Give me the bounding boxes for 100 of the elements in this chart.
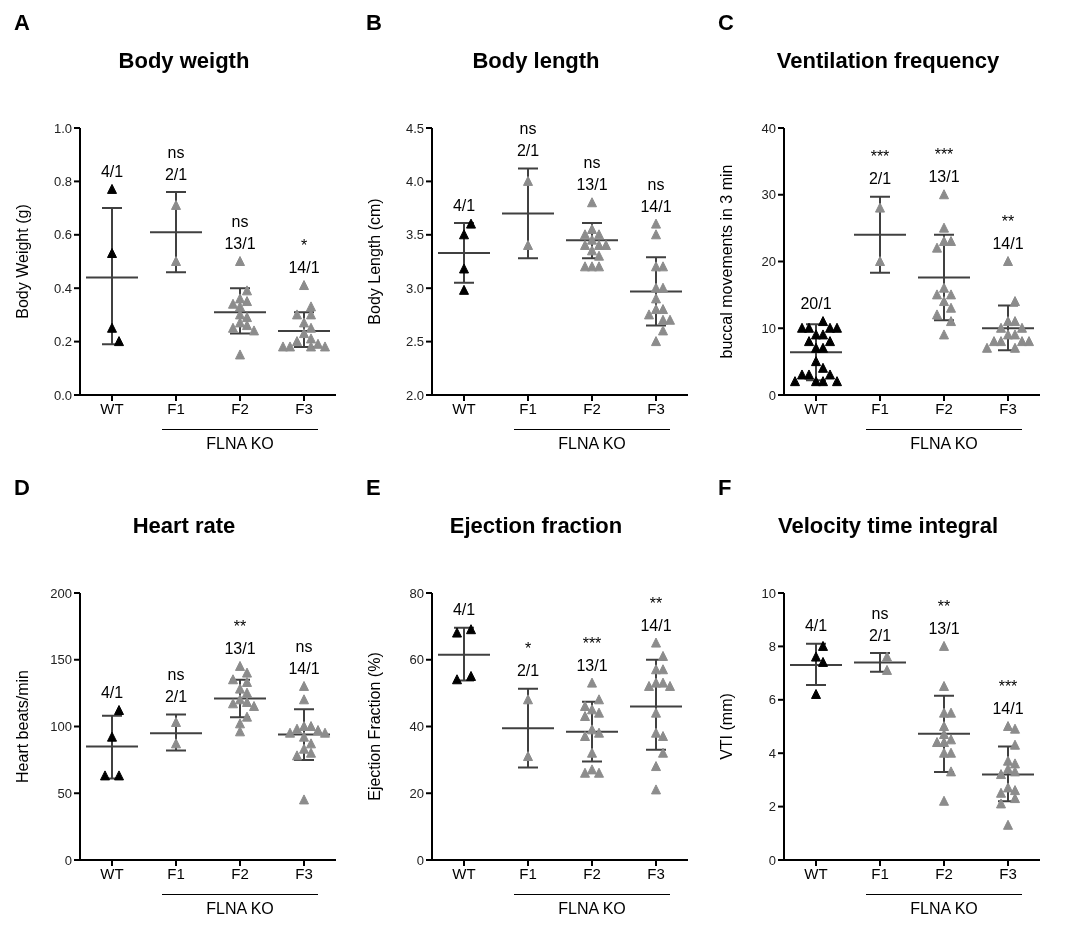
x-tick-label: F2 xyxy=(583,864,601,882)
x-tick-label: F3 xyxy=(647,864,665,882)
text: *** xyxy=(934,146,954,164)
text: * xyxy=(524,640,532,658)
data-label: 14/1 xyxy=(288,659,320,677)
y-tick-label: 0.2 xyxy=(53,334,72,350)
y-tick-label: 30 xyxy=(761,187,776,203)
x-axis-title: FLNA KO xyxy=(557,435,627,453)
data-label: 14/1 xyxy=(288,259,320,277)
y-tick-label: 20 xyxy=(761,254,776,270)
x-tick-label: F2 xyxy=(935,864,953,882)
data-label: 4/1 xyxy=(804,617,828,635)
text: *** xyxy=(870,148,890,166)
text: ** xyxy=(649,594,663,612)
y-axis-title: buccal movements in 3 min xyxy=(717,164,735,359)
x-tick-label: WT xyxy=(804,864,828,882)
y-tick-label: 100 xyxy=(50,719,72,735)
text: C xyxy=(718,10,734,36)
x-axis-title: FLNA KO xyxy=(205,900,275,918)
chart-title: Ventilation frequency xyxy=(775,48,1001,74)
text: * xyxy=(300,237,308,255)
text: F xyxy=(718,475,732,501)
data-label: 13/1 xyxy=(224,235,256,252)
y-tick-label: 0.0 xyxy=(53,387,72,403)
y-tick-label: 0.6 xyxy=(53,227,72,243)
y-tick-label: 80 xyxy=(409,585,424,601)
x-tick-label: F1 xyxy=(519,864,537,882)
data-label: 2/1 xyxy=(164,165,188,183)
x-tick-label: WT xyxy=(100,864,124,882)
text: E xyxy=(366,475,381,501)
y-tick-label: 200 xyxy=(50,585,72,601)
text: D xyxy=(14,475,30,501)
data-label: 13/1 xyxy=(576,656,608,674)
y-tick-label: 6 xyxy=(768,692,776,708)
data-label: 14/1 xyxy=(992,700,1024,717)
x-tick-label: F1 xyxy=(167,399,185,417)
x-tick-label: F2 xyxy=(231,399,249,417)
y-axis-title: Body Weight (g) xyxy=(13,204,31,319)
x-axis-title: FLNA KO xyxy=(205,435,275,453)
data-label: 4/1 xyxy=(452,601,476,619)
data-label: 14/1 xyxy=(992,235,1024,252)
data-label: 2/1 xyxy=(868,626,892,644)
text: ns xyxy=(167,143,185,161)
x-axis-title: FLNA KO xyxy=(909,900,979,918)
text: ns xyxy=(519,120,537,138)
y-tick-label: 4.5 xyxy=(405,120,424,136)
y-axis-title: VTI (mm) xyxy=(717,693,735,760)
y-tick-label: 0.8 xyxy=(53,174,72,190)
x-tick-label: F3 xyxy=(295,399,313,417)
chart-title: Heart rate xyxy=(131,513,237,539)
data-label: 2/1 xyxy=(868,170,892,188)
data-label: 13/1 xyxy=(224,639,256,657)
chart-title: Velocity time integral xyxy=(776,513,1000,539)
data-label: 2/1 xyxy=(516,662,540,680)
x-tick-label: F3 xyxy=(647,399,665,417)
chart-title: Body weigth xyxy=(117,48,251,74)
y-tick-label: 0 xyxy=(768,387,776,403)
x-axis-title: FLNA KO xyxy=(557,900,627,918)
data-label: 4/1 xyxy=(100,162,124,180)
x-tick-label: WT xyxy=(804,399,828,417)
y-tick-label: 3.5 xyxy=(405,227,424,243)
x-tick-label: WT xyxy=(452,864,476,882)
text: *** xyxy=(582,634,602,652)
text: ns xyxy=(583,154,601,172)
text: A xyxy=(14,10,30,36)
x-tick-label: F2 xyxy=(583,399,601,417)
data-label: 13/1 xyxy=(928,619,960,637)
text: ns xyxy=(167,665,185,683)
y-tick-label: 2.0 xyxy=(405,387,424,403)
y-tick-label: 8 xyxy=(768,639,776,655)
y-tick-label: 10 xyxy=(761,585,776,601)
text: ns xyxy=(871,604,889,622)
x-tick-label: F2 xyxy=(935,399,953,417)
y-tick-label: 40 xyxy=(409,719,424,735)
y-tick-label: 0 xyxy=(416,852,424,868)
text: ns xyxy=(231,213,249,230)
text: ns xyxy=(295,637,313,655)
y-tick-label: 0.4 xyxy=(53,280,72,296)
x-tick-label: WT xyxy=(100,399,124,417)
x-tick-label: F1 xyxy=(519,399,537,417)
y-tick-label: 50 xyxy=(57,785,72,801)
y-tick-label: 2 xyxy=(768,799,776,815)
data-label: 14/1 xyxy=(640,197,672,215)
x-axis-title: FLNA KO xyxy=(909,435,979,453)
data-label: 20/1 xyxy=(800,295,832,313)
x-tick-label: F1 xyxy=(167,864,185,882)
text: *** xyxy=(998,678,1018,695)
text: ** xyxy=(233,617,247,635)
data-label: 2/1 xyxy=(516,142,540,160)
data-label: 4/1 xyxy=(100,683,124,701)
text: ** xyxy=(1001,213,1015,230)
y-tick-label: 3.0 xyxy=(405,280,424,296)
y-tick-label: 10 xyxy=(761,320,776,336)
x-tick-label: F2 xyxy=(231,864,249,882)
data-label: 4/1 xyxy=(452,196,476,214)
x-tick-label: F1 xyxy=(871,399,889,417)
chart-title: Body length xyxy=(471,48,601,74)
y-tick-label: 40 xyxy=(761,120,776,136)
y-tick-label: 4 xyxy=(768,745,776,761)
x-tick-label: F1 xyxy=(871,864,889,882)
